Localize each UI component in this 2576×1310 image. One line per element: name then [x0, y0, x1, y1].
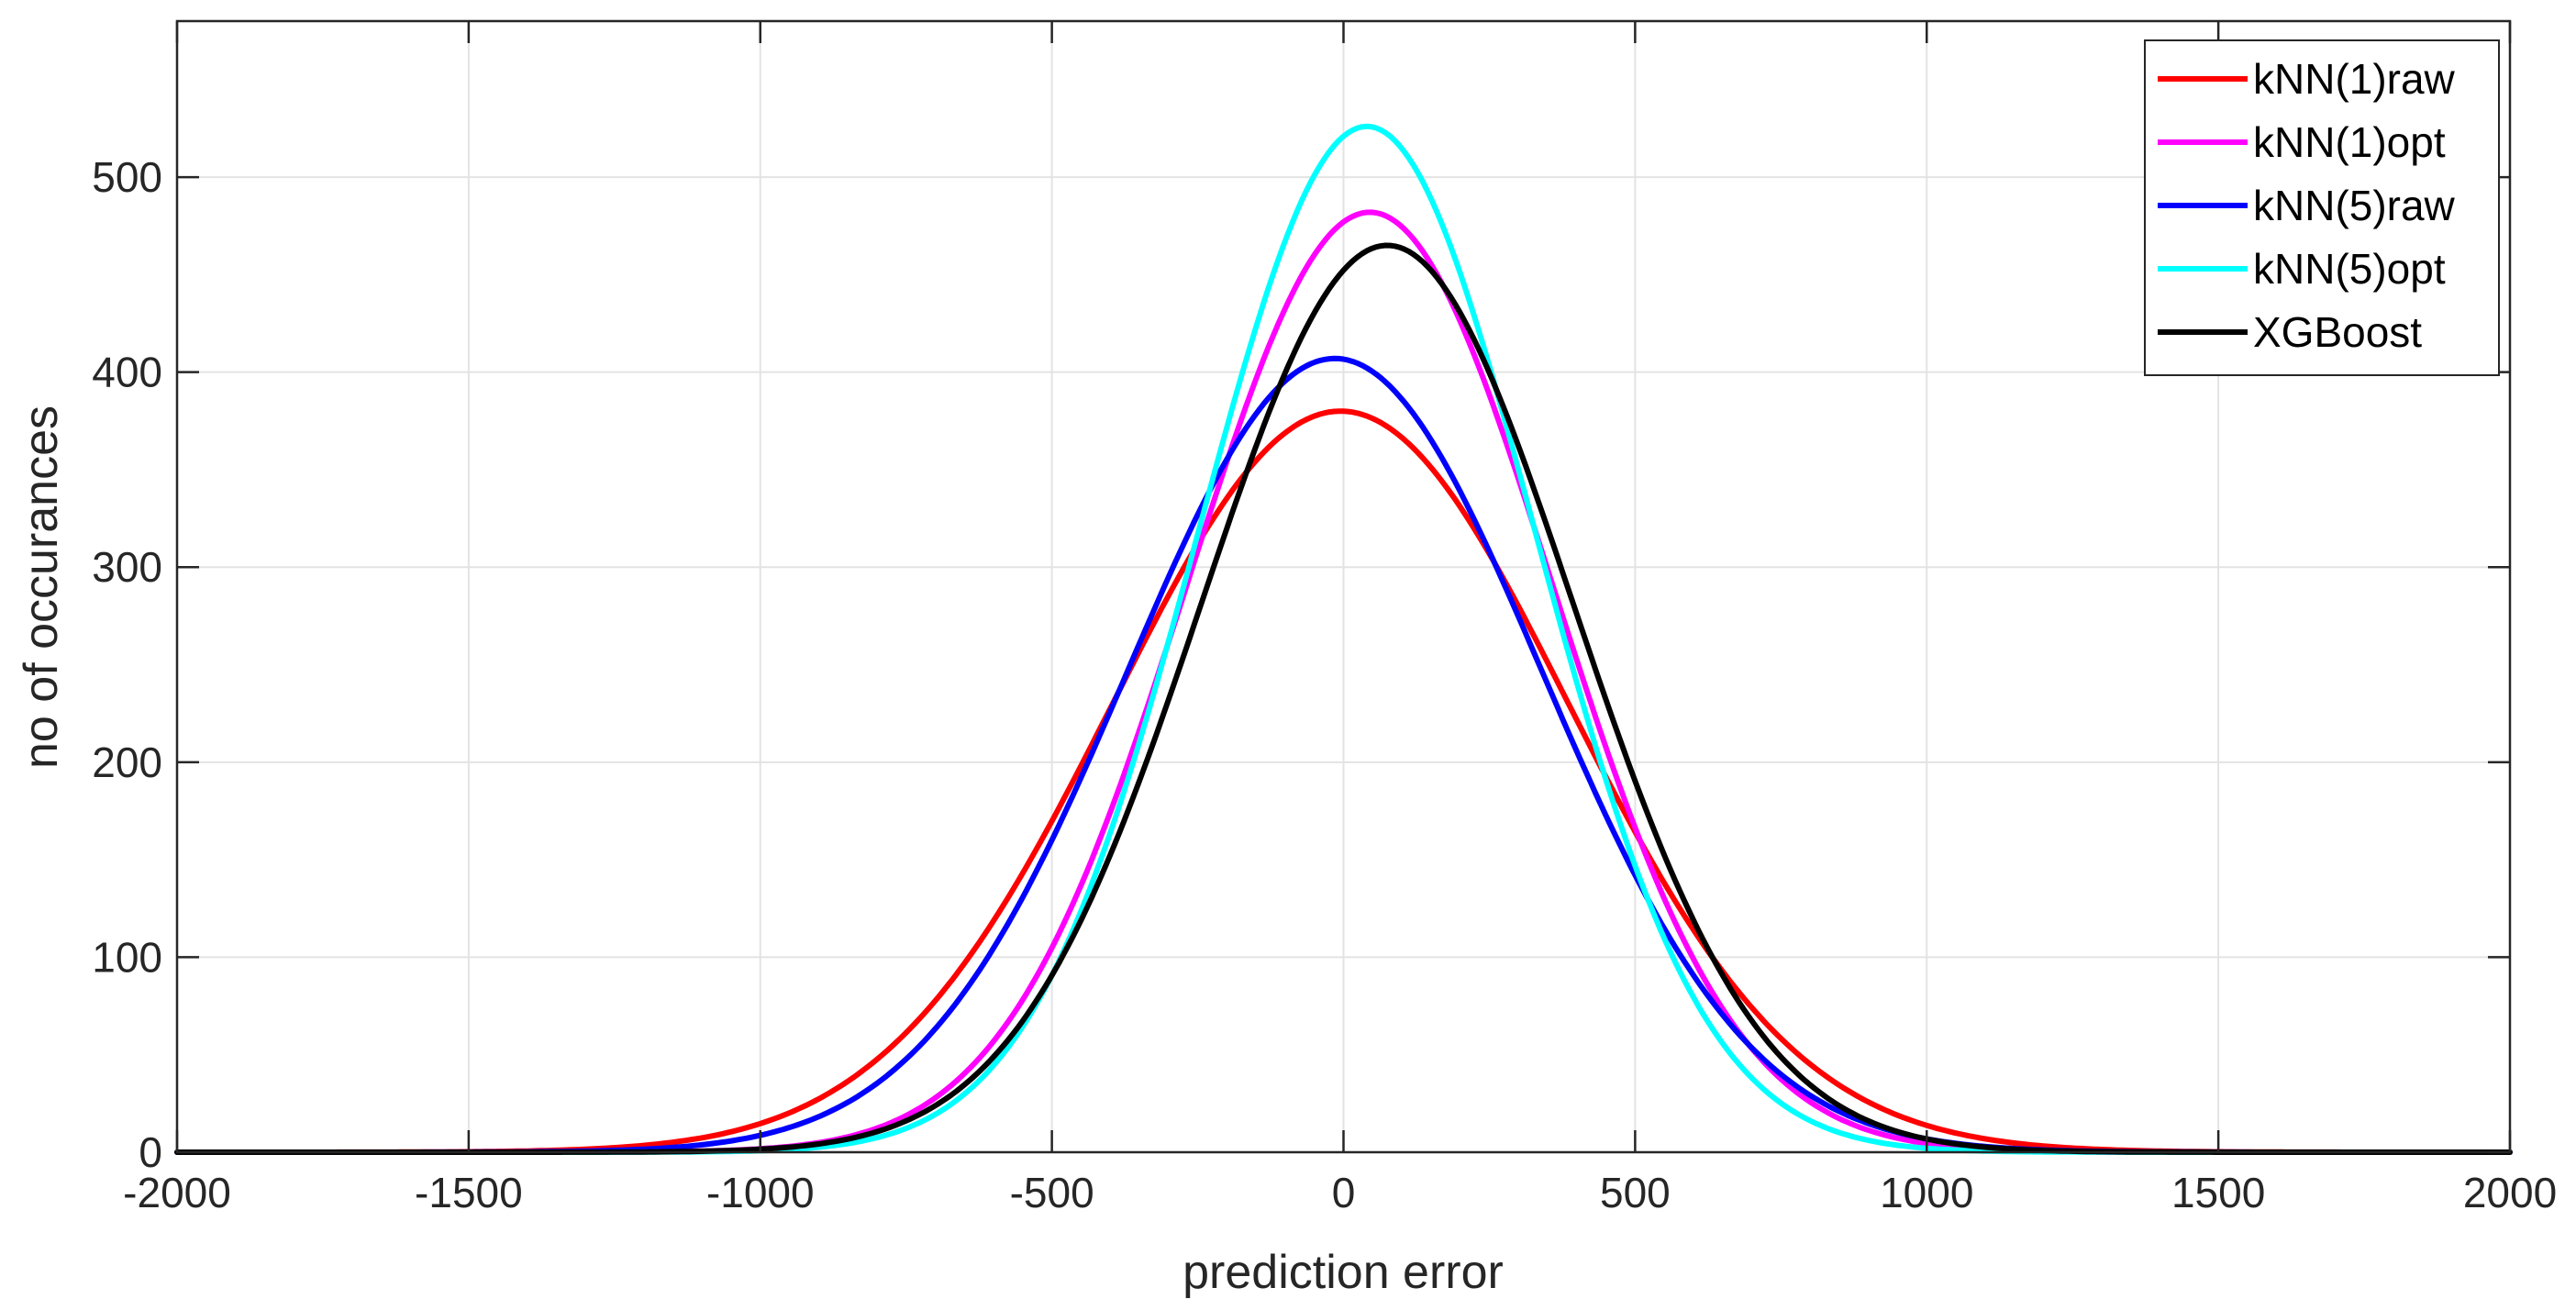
y-tick-label: 500	[92, 153, 162, 201]
x-tick-label: -1000	[706, 1169, 815, 1216]
y-tick-label: 200	[92, 738, 162, 786]
y-tick-label: 0	[139, 1128, 162, 1176]
legend-label: XGBoost	[2253, 308, 2422, 356]
x-tick-label: 500	[1600, 1169, 1671, 1216]
x-tick-label: 1000	[1880, 1169, 1973, 1216]
y-tick-label: 400	[92, 349, 162, 396]
x-tick-label: -1500	[415, 1169, 523, 1216]
x-tick-label: 0	[1332, 1169, 1356, 1216]
y-axis-title: no of occurances	[15, 405, 68, 769]
legend-label: kNN(5)raw	[2253, 182, 2456, 229]
ticks: -2000 -1500 -1000 -500 0 500 1000 1500 2000 0 100 2…	[92, 21, 2557, 1216]
legend-label: kNN(1)opt	[2253, 118, 2446, 166]
legend: kNN(1)raw kNN(1)opt kNN(5)raw kNN(5)opt XGBo…	[2144, 39, 2500, 376]
x-tick-label: 1500	[2171, 1169, 2265, 1216]
y-tick-label: 100	[92, 933, 162, 981]
x-tick-label: -2000	[123, 1169, 231, 1216]
x-tick-label: -500	[1010, 1169, 1094, 1216]
x-axis-title: prediction error	[1183, 1246, 1504, 1299]
legend-label: kNN(5)opt	[2253, 245, 2446, 293]
y-tick-label: 300	[92, 543, 162, 591]
legend-label: kNN(1)raw	[2253, 55, 2456, 103]
x-tick-label: 2000	[2463, 1169, 2557, 1216]
